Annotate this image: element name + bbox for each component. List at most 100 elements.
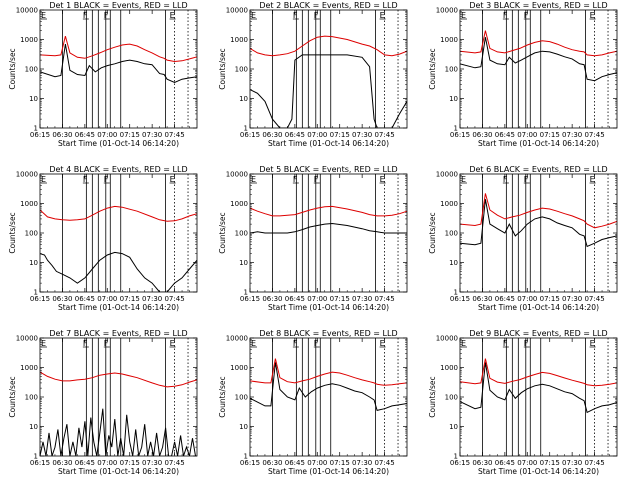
x-tick-label: 06:45: [75, 459, 95, 467]
x-tick-label: 06:45: [495, 131, 515, 139]
x-tick-label: 07:00: [307, 459, 327, 467]
flag-label: E: [590, 11, 595, 20]
x-tick-label: 06:15: [450, 459, 470, 467]
flag-label: F: [503, 175, 508, 184]
flag-label: E: [170, 11, 175, 20]
flag-label: F: [83, 175, 88, 184]
flag-label: F: [314, 11, 319, 20]
flag-label: E: [590, 175, 595, 184]
x-tick-label: 06:15: [450, 295, 470, 303]
y-tick-label: 1: [244, 289, 248, 297]
flag-label: E: [170, 175, 175, 184]
x-tick-label: 07:15: [120, 131, 140, 139]
y-tick-label: 10: [239, 423, 248, 431]
x-tick-label: 06:30: [472, 459, 492, 467]
flag-label: F: [83, 11, 88, 20]
x-tick-label: 06:30: [52, 131, 72, 139]
flag-label: E: [461, 175, 466, 184]
y-tick-label: 1000: [230, 36, 248, 44]
x-tick-label: 06:45: [495, 295, 515, 303]
series-lld-line: [250, 358, 407, 386]
x-tick-label: 06:30: [262, 459, 282, 467]
y-tick-label: 1000: [20, 364, 38, 372]
y-tick-label: 10: [29, 423, 38, 431]
x-tick-label: 07:00: [97, 131, 117, 139]
y-axis-label: Counts/sec: [428, 376, 437, 417]
y-tick-label: 1: [34, 453, 38, 461]
x-tick-label: 07:30: [352, 295, 372, 303]
chart-title: Det 4 BLACK = Events, RED = LLD: [49, 165, 187, 174]
series-lld-line: [40, 205, 197, 222]
y-axis-label: Counts/sec: [8, 48, 17, 89]
flag-label: F: [104, 339, 109, 348]
x-tick-label: 07:00: [97, 459, 117, 467]
x-tick-label: 07:30: [562, 459, 582, 467]
y-tick-label: 1: [34, 125, 38, 133]
y-tick-label: 1: [454, 453, 458, 461]
x-tick-label: 06:30: [472, 131, 492, 139]
x-tick-label: 06:15: [30, 295, 50, 303]
x-axis-label: Start Time (01-Oct-14 06:14:20): [478, 139, 599, 148]
flag-label: F: [314, 175, 319, 184]
series-lld-line: [460, 30, 617, 57]
chart-title: Det 1 BLACK = Events, RED = LLD: [49, 1, 187, 10]
y-tick-label: 10: [239, 259, 248, 267]
y-tick-label: 100: [235, 230, 248, 238]
x-tick-label: 07:15: [330, 295, 350, 303]
series-events-line: [250, 222, 407, 234]
y-axis-label: Counts/sec: [428, 48, 437, 89]
x-axis-label: Start Time (01-Oct-14 06:14:20): [268, 139, 389, 148]
series-lld-line: [250, 35, 407, 57]
y-axis-label: Counts/sec: [428, 212, 437, 253]
plot-frame: [39, 9, 198, 129]
flag-label: E: [590, 339, 595, 348]
y-tick-label: 10000: [16, 171, 38, 179]
y-tick-label: 10: [239, 95, 248, 103]
series-events-line: [250, 362, 407, 411]
flag-label: F: [104, 175, 109, 184]
x-tick-label: 07:30: [142, 131, 162, 139]
y-tick-label: 100: [235, 66, 248, 74]
series-events-line: [250, 54, 407, 128]
flag-label: E: [170, 339, 175, 348]
flag-label: F: [524, 175, 529, 184]
flag-label: E: [380, 175, 385, 184]
flag-label: E: [380, 11, 385, 20]
x-tick-label: 07:00: [307, 295, 327, 303]
x-tick-label: 06:30: [52, 295, 72, 303]
plot-frame: [249, 9, 408, 129]
x-tick-label: 06:30: [52, 459, 72, 467]
y-tick-label: 1: [454, 289, 458, 297]
x-tick-label: 07:15: [330, 459, 350, 467]
series-lld-line: [460, 358, 617, 387]
x-axis-label: Start Time (01-Oct-14 06:14:20): [58, 303, 179, 312]
y-tick-label: 100: [445, 230, 458, 238]
flag-label: E: [251, 175, 256, 184]
plot-frame: [249, 337, 408, 457]
y-tick-label: 1: [244, 125, 248, 133]
x-tick-label: 07:45: [584, 131, 604, 139]
flag-label: F: [503, 339, 508, 348]
y-tick-label: 1000: [230, 364, 248, 372]
y-tick-label: 10: [29, 95, 38, 103]
x-tick-label: 07:15: [540, 131, 560, 139]
y-tick-label: 10: [29, 259, 38, 267]
flag-label: F: [314, 339, 319, 348]
x-tick-label: 07:00: [97, 295, 117, 303]
chart-title: Det 6 BLACK = Events, RED = LLD: [469, 165, 607, 174]
flag-label: F: [83, 339, 88, 348]
x-tick-label: 06:30: [472, 295, 492, 303]
x-tick-label: 07:30: [562, 295, 582, 303]
y-tick-label: 1000: [440, 200, 458, 208]
y-tick-label: 1000: [230, 200, 248, 208]
x-tick-label: 06:45: [285, 295, 305, 303]
x-tick-label: 07:30: [352, 459, 372, 467]
flag-label: E: [380, 339, 385, 348]
x-tick-label: 07:45: [374, 459, 394, 467]
x-tick-label: 06:15: [240, 459, 260, 467]
